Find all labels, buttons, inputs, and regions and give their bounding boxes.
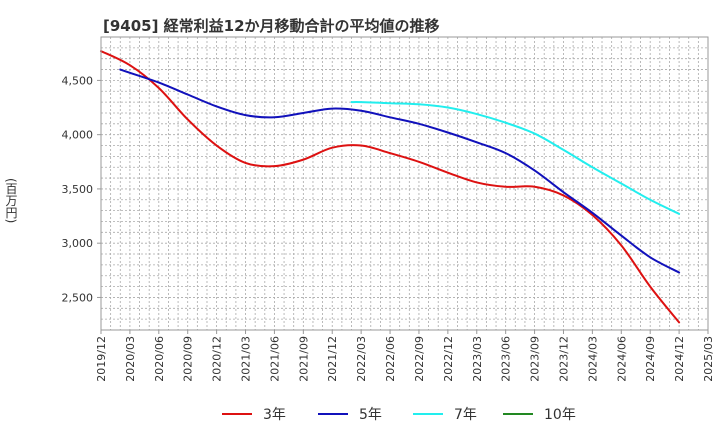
- y-tick-label: 3,000: [62, 237, 94, 250]
- y-tick-label: 4,000: [62, 129, 94, 142]
- x-tick-label: 2024/09: [644, 336, 657, 382]
- series-line: [119, 68, 681, 274]
- legend-label: 5年: [359, 407, 382, 423]
- series-line: [350, 101, 681, 215]
- x-tick-label: 2024/03: [586, 336, 599, 382]
- plot-frame: [100, 36, 709, 331]
- x-tick-label: 2022/06: [384, 336, 397, 382]
- x-tick-label: 2024/12: [673, 336, 686, 382]
- chart-title: [9405] 経常利益12か月移動合計の平均値の推移: [103, 17, 440, 35]
- x-tick-label: 2023/03: [471, 336, 484, 382]
- legend-label: 10年: [544, 407, 576, 423]
- legend: 3年 5年 7年 10年: [222, 407, 576, 423]
- x-tick-label: 2021/12: [326, 336, 339, 382]
- x-tick-label: 2020/06: [153, 336, 166, 382]
- x-tick-label: 2020/09: [182, 336, 195, 382]
- x-tick-label: 2020/12: [211, 336, 224, 382]
- x-tick-label: 2023/06: [500, 336, 513, 382]
- grid: [101, 37, 708, 331]
- series-line: [100, 50, 681, 324]
- x-tick-label: 2021/09: [297, 336, 310, 382]
- y-tick-label: 4,500: [62, 74, 94, 87]
- x-tick-label: 2021/03: [240, 336, 253, 382]
- y-tick-label: 2,500: [62, 291, 94, 304]
- series-lines: [100, 50, 681, 324]
- x-tick-label: 2021/06: [268, 336, 281, 382]
- x-tick-label: 2025/03: [702, 336, 715, 382]
- x-tick-label: 2022/09: [413, 336, 426, 382]
- x-tick-label: 2023/09: [529, 336, 542, 382]
- y-axis-label: (百万円): [4, 178, 18, 224]
- x-tick-label: 2022/03: [355, 336, 368, 382]
- y-tick-label: 3,500: [62, 183, 94, 196]
- x-tick-label: 2024/06: [615, 336, 628, 382]
- x-tick-label: 2023/12: [557, 336, 570, 382]
- axis-ticks: 2,500 3,000 3,500 4,000 4,500 2019/12 2020/03 2…: [62, 74, 716, 381]
- legend-label: 3年: [263, 407, 286, 423]
- x-tick-label: 2019/12: [95, 336, 108, 382]
- x-tick-label: 2022/12: [442, 336, 455, 382]
- legend-label: 7年: [454, 407, 477, 423]
- x-tick-label: 2020/03: [124, 336, 137, 382]
